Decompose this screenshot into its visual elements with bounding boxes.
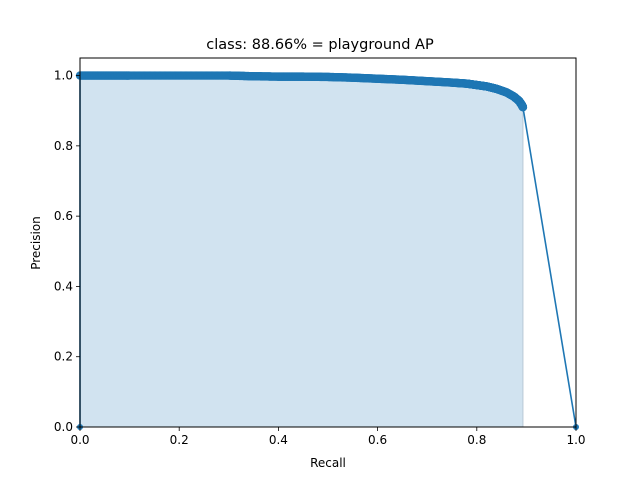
curve-marker [518,103,528,112]
y-tick-label: 1.0 [54,69,73,83]
x-tick-label: 0.4 [269,433,288,447]
y-tick-label: 0.4 [54,279,73,293]
plot-area [75,57,579,430]
y-axis-label: Precision [29,216,43,270]
y-tick-label: 0.8 [54,139,73,153]
x-tick-label: 1.0 [566,433,585,447]
x-tick-label: 0.0 [70,433,89,447]
chart-title: class: 88.66% = playground AP [206,37,434,53]
x-axis-label: Recall [310,456,346,470]
y-tick-label: 0.2 [54,350,73,364]
y-axis-ticks: 0.0 0.2 0.4 0.6 0.8 1.0 [54,69,80,434]
x-tick-label: 0.8 [467,433,486,447]
x-axis-ticks: 0.0 0.2 0.4 0.6 0.8 1.0 [70,427,586,447]
curve-markers [75,71,579,430]
x-tick-label: 0.2 [170,433,189,447]
area-under-curve [79,75,524,428]
y-tick-label: 0.6 [54,209,73,223]
y-tick-label: 0.0 [54,420,73,434]
x-tick-label: 0.6 [368,433,387,447]
axes-frame [79,57,577,428]
